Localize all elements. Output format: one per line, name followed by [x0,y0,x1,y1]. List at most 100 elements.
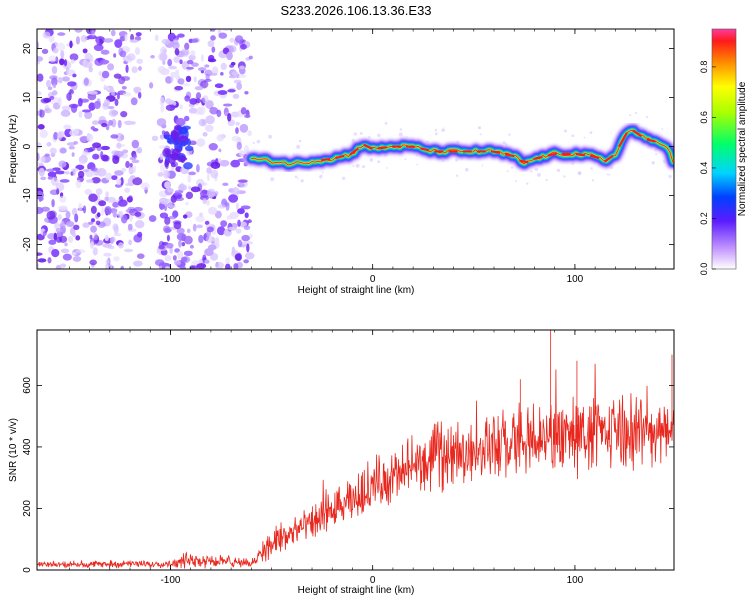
noise-blob [127,223,133,231]
noise-blob [130,33,135,42]
noise-blob [61,76,70,82]
noise-blob [107,105,115,110]
noise-blob [54,221,60,230]
noise-blob [167,58,173,67]
noise-blob [150,55,155,59]
noise-blob [237,239,243,248]
noise-blob [81,109,92,113]
noise-blob [129,39,139,43]
noise-blob [235,121,240,126]
noise-blob [51,199,55,208]
noise-blob [59,222,66,228]
noise-blob [197,67,207,72]
noise-blob [236,141,242,150]
colorbar-ticks: 0.0 0.2 0.4 0.6 0.8 [699,61,716,276]
noise-blob [248,55,253,60]
noise-blob [65,210,71,219]
noise-blob [241,241,247,245]
noise-blob [47,176,54,180]
colorbar-gradient [712,29,736,269]
noise-blob [90,241,95,249]
noise-blob [229,37,235,43]
noise-blob [62,253,72,261]
noise-blob [196,224,203,229]
noise-blob [167,188,174,193]
noise-blob [134,220,145,229]
noise-blob [100,150,104,159]
noise-speck [629,114,632,117]
noise-blob [105,172,113,181]
noise-blob [177,156,188,162]
noise-speck [442,127,445,130]
noise-blob [78,110,83,118]
noise-blob [98,200,107,207]
noise-blob [38,196,42,203]
noise-blob [103,252,112,257]
noise-blob [82,222,90,229]
noise-blob [200,54,204,62]
snr-panel: -100 0 100 0 200 400 600 Height of straight li… [8,329,675,596]
noise-blob [48,34,55,43]
noise-speck [478,126,482,130]
noise-blob [77,97,83,107]
noise-speck [298,139,302,143]
noise-blob [133,234,143,243]
colorbar-tick-label: 0.0 [699,263,709,276]
noise-blob [110,29,116,37]
noise-blob [175,117,186,127]
noise-speck [563,175,566,178]
noise-blob [103,38,114,43]
noise-blob [63,59,68,67]
noise-blob [59,179,70,183]
noise-blob [88,193,98,202]
noise-blob [148,215,157,223]
noise-blob [178,239,182,248]
noise-blob [170,104,175,109]
noise-blob [90,171,98,176]
ridge-peak [377,146,387,150]
noise-blob [184,202,189,206]
noise-blob [125,182,135,187]
noise-blob [42,230,47,236]
noise-blob [136,253,145,259]
noise-blob [64,242,68,247]
noise-blob [116,178,122,186]
noise-blob [159,96,165,106]
ridge-peak [632,129,642,137]
colorbar-tick-label: 0.4 [699,162,709,175]
noise-blob [179,104,183,110]
noise-blob [151,135,159,142]
noise-blob [87,34,97,40]
noise-blob [190,186,201,193]
noise-blob [178,184,187,191]
ridge-peak [420,147,430,152]
y-tick-label: 600 [22,377,33,394]
noise-blob [246,243,250,253]
noise-blob [67,235,74,243]
noise-blob [132,177,143,186]
noise-blob [100,145,110,151]
noise-blob [235,202,239,210]
noise-blob [160,164,166,173]
noise-blob [53,131,58,140]
noise-blob [208,142,218,151]
noise-blob [183,250,193,257]
noise-speck [479,133,482,136]
colorbar-tick-label: 0.6 [699,111,709,124]
noise-blob [232,187,240,195]
noise-blob [83,169,89,173]
noise-blob [115,132,124,142]
noise-blob [37,91,42,96]
ridge-peak [575,153,586,157]
noise-blob [210,161,221,169]
noise-blob [235,127,239,134]
noise-blob [133,86,142,93]
snr-axes: -100 0 100 0 200 400 600 [22,330,674,586]
noise-blob [126,53,136,61]
noise-blob [168,215,177,220]
noise-blob [208,206,218,215]
noise-blob [113,256,120,262]
noise-blob [189,98,198,105]
noise-blob [180,48,190,56]
